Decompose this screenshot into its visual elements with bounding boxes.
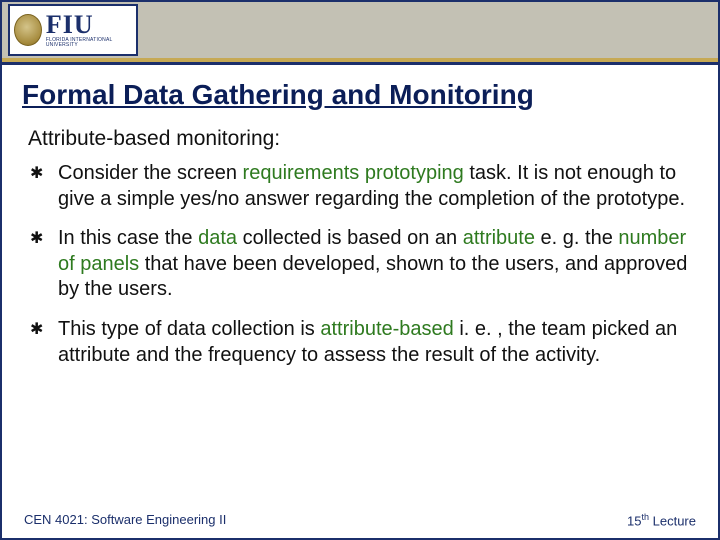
footer-suffix: Lecture [649,513,696,528]
logo-text: FIU FLORIDA INTERNATIONAL UNIVERSITY [46,12,132,48]
plain-text: This type of data collection is [58,318,320,340]
slide-frame: FIU FLORIDA INTERNATIONAL UNIVERSITY For… [0,0,720,540]
footer: CEN 4021: Software Engineering II 15th L… [2,512,718,528]
bullet-list: ✱Consider the screen requirements protot… [28,161,692,368]
plain-text: collected is based on an [237,227,463,249]
plain-text: e. g. the [535,227,618,249]
bullet-item: ✱This type of data collection is attribu… [28,317,692,368]
bullet-item: ✱In this case the data collected is base… [28,226,692,303]
bullet-item: ✱Consider the screen requirements protot… [28,161,692,212]
highlight-text: attribute [463,227,535,249]
highlight-text: data [198,227,237,249]
plain-text: that have been developed, shown to the u… [58,253,687,301]
footer-left: CEN 4021: Software Engineering II [24,512,226,528]
bullet-text: Consider the screen requirements prototy… [58,161,692,212]
footer-sup: th [642,512,650,522]
subheading: Attribute-based monitoring: [28,127,692,151]
logo-subtext: FLORIDA INTERNATIONAL UNIVERSITY [46,38,132,48]
bullet-glyph-icon: ✱ [28,226,58,252]
bullet-text: In this case the data collected is based… [58,226,692,303]
header-band: FIU FLORIDA INTERNATIONAL UNIVERSITY [2,2,718,62]
plain-text: In this case the [58,227,198,249]
bullet-glyph-icon: ✱ [28,317,58,343]
seal-icon [14,14,42,46]
highlight-text: requirements prototyping [243,162,464,184]
university-logo: FIU FLORIDA INTERNATIONAL UNIVERSITY [8,4,138,56]
highlight-text: attribute-based [320,318,453,340]
title-area: Formal Data Gathering and Monitoring [2,65,718,121]
footer-right: 15th Lecture [627,512,696,528]
header-outer-line: FIU FLORIDA INTERNATIONAL UNIVERSITY [2,2,718,65]
slide-title: Formal Data Gathering and Monitoring [22,79,698,111]
footer-num: 15 [627,513,641,528]
plain-text: Consider the screen [58,162,243,184]
bullet-glyph-icon: ✱ [28,161,58,187]
bullet-text: This type of data collection is attribut… [58,317,692,368]
logo-acronym: FIU [46,12,132,38]
body-area: Attribute-based monitoring: ✱Consider th… [2,121,718,538]
